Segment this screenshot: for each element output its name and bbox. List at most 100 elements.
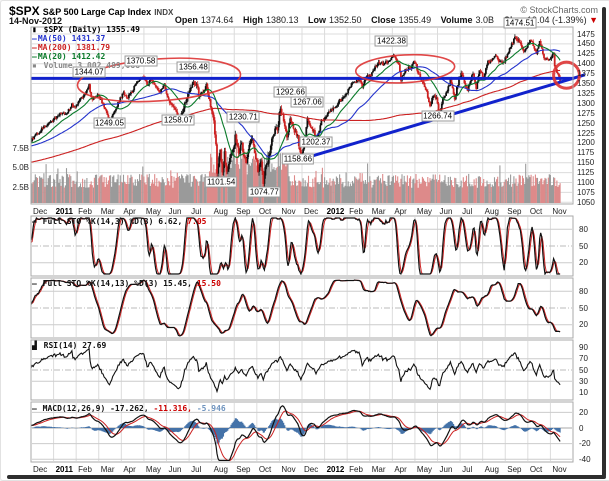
price-axis-label: 1350 [577, 79, 595, 88]
sto-fast-axis-label: 80 [579, 224, 588, 234]
ma50-swatch: — [32, 34, 37, 43]
rsi-axis-label: 30 [579, 376, 588, 386]
price-axis-label: 1450 [577, 39, 595, 49]
chg-value: -19.04 (-1.39%) [524, 15, 587, 25]
price-axis-label: 1075 [577, 187, 595, 197]
month-label: Apr [123, 465, 136, 474]
high-label: High [242, 15, 263, 25]
main-series-value: 1355.49 [106, 25, 140, 34]
macd-axis-label: 0 [579, 423, 584, 433]
month-label: Oct [529, 207, 543, 216]
month-label: Sep [236, 207, 251, 216]
line-swatch: — [32, 279, 37, 288]
price-annotation: 1292.66 [274, 86, 307, 98]
month-label: Mar [100, 465, 115, 474]
rsi-legend: ▟ RSI(14) 27.69 [32, 341, 107, 350]
month-label: Feb [349, 207, 363, 216]
price-annotation: 1258.07 [161, 114, 195, 126]
volume-axis-label: 2.5B [12, 182, 29, 192]
month-label: May [416, 465, 433, 474]
open-value: 1374.64 [200, 15, 234, 25]
chart-header: $SPX S&P 500 Large Cap Index INDX [9, 4, 173, 18]
month-label: Sep [236, 465, 251, 474]
month-label: Dec [33, 465, 48, 474]
month-label: 2012 [326, 465, 345, 474]
sto-fast-legend: — Full STO %K(14,3) %D(3) 6.62, 7.05 [32, 217, 207, 226]
histogram-icon: ▟ [32, 341, 37, 350]
main-series-label: $SPX (Daily) [43, 25, 102, 34]
line-swatch: — [32, 217, 37, 226]
month-label: May [145, 207, 162, 216]
month-label: Apr [123, 207, 136, 216]
low-label: Low [308, 15, 327, 25]
main-series-legend: ▮ $SPX (Daily) 1355.49 [32, 25, 140, 34]
month-label: Jun [168, 207, 182, 216]
open-label: Open [174, 15, 198, 25]
price-annotation: 1474.51 [503, 17, 537, 29]
rsi-axis-label: 90 [579, 343, 588, 353]
macd-legend: — MACD(12,26,9) -17.262, -11.316, -5.946 [32, 404, 226, 413]
month-label: 2011 [55, 207, 73, 216]
symbol: $SPX [9, 4, 40, 18]
price-annotation: 1344.07 [72, 66, 106, 78]
month-label: Feb [349, 465, 363, 474]
month-label: Jun [439, 207, 453, 216]
price-axis-label: 1200 [577, 138, 595, 148]
price-annotation: 1267.06 [290, 96, 324, 108]
month-label: Feb [78, 207, 92, 216]
month-label: Mar [371, 207, 386, 216]
ma200-legend: —MA(200) 1381.79 [32, 43, 111, 52]
month-label: Jun [439, 465, 453, 474]
month-label: Nov [552, 465, 567, 474]
month-label: Apr [394, 465, 407, 474]
rsi-axis-label: 50 [579, 365, 588, 375]
month-label: Sep [507, 207, 522, 216]
month-label: Nov [552, 207, 567, 216]
price-annotation: 1158.66 [281, 153, 315, 165]
price-axis-label: 1125 [577, 168, 595, 178]
month-label: Jul [191, 207, 202, 216]
month-label: Sep [507, 465, 522, 474]
sto-slow-axis-label: 80 [579, 286, 588, 296]
month-label: Nov [281, 207, 296, 216]
price-axis-label: 1375 [577, 69, 595, 79]
sto-fast-axis-label: 20 [579, 258, 588, 268]
month-label: Apr [394, 207, 407, 216]
volume-label: Volume [440, 15, 473, 25]
sto-slow-legend: — Full STO %K(14,13) %D(3) 15.45, 15.50 [32, 279, 221, 288]
ma50-legend: —MA(50) 1431.37 [32, 34, 106, 43]
price-annotation: 1356.48 [176, 61, 210, 73]
price-axis-label: 1050 [577, 197, 595, 207]
price-axis-label: 1475 [577, 29, 595, 39]
month-label: Oct [258, 207, 272, 216]
ma20-swatch: — [32, 52, 37, 61]
macd-axis-label: -20 [579, 439, 591, 449]
price-axis-label: 1275 [577, 108, 595, 118]
stockcharts-credit-link[interactable]: © StockCharts.com [520, 5, 598, 15]
price-axis-label: 1425 [577, 49, 595, 59]
price-annotation: 1266.74 [421, 110, 455, 122]
month-label: 2012 [326, 207, 345, 216]
chg-down-arrow-icon[interactable]: ▼ [589, 15, 598, 25]
price-axis-label: 1100 [577, 178, 595, 187]
month-label: Dec [304, 207, 319, 216]
month-label: Jul [462, 465, 473, 474]
price-axis-label: 1325 [577, 88, 595, 98]
candlestick-icon: ▮ [32, 25, 37, 34]
month-label: Nov [281, 465, 296, 474]
rsi-axis-label: 70 [579, 354, 588, 364]
chart-date: 14-Nov-2012 [9, 16, 63, 26]
price-annotation: 1370.58 [124, 55, 158, 67]
month-label: Feb [78, 465, 92, 474]
month-label: May [416, 207, 433, 216]
price-axis-label: 1225 [577, 128, 595, 138]
month-label: Aug [213, 207, 228, 216]
price-annotation: 1249.05 [93, 117, 126, 129]
screenshot-shadow-bottom [7, 475, 606, 479]
price-annotation: 1202.37 [299, 136, 333, 148]
volume-legend: ▪ Volume 3,002,489,088 [32, 61, 141, 70]
month-label: Jul [462, 207, 473, 216]
sto-fast-axis-label: 50 [579, 241, 588, 251]
close-value: 1355.49 [398, 15, 432, 25]
